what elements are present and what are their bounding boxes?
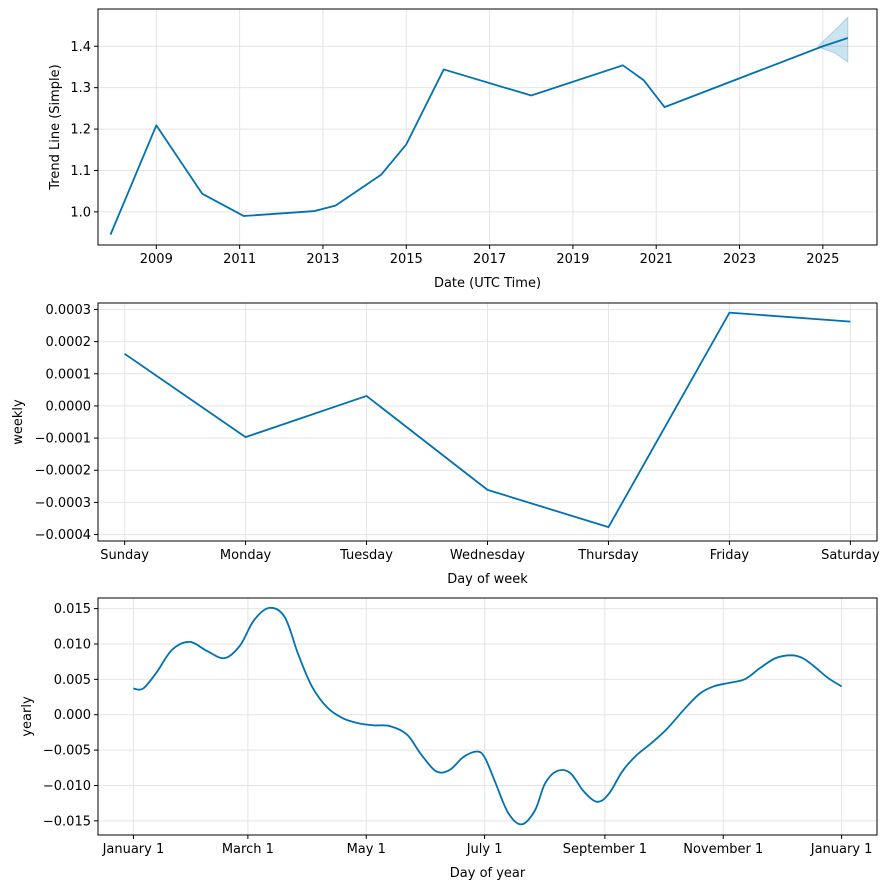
yearly-x-axis-label: Day of year <box>450 866 526 881</box>
weekly-y-tick-label: 0.0001 <box>46 367 92 382</box>
weekly-x-tick-label-saturday: Saturday <box>821 548 880 563</box>
weekly-y-tick-label: −0.0004 <box>35 528 91 543</box>
trend-y-tick-label: 1.1 <box>70 164 91 179</box>
weekly-y-tick-label: 0.0000 <box>46 399 92 414</box>
yearly-y-ticks: −0.015 −0.010 −0.005 0.000 0.005 0.010 0.015 <box>43 602 98 829</box>
trend-y-tick-label: 1.2 <box>70 123 91 138</box>
trend-y-axis-label: Trend Line (Simple) <box>48 64 63 190</box>
yearly-y-tick-label: −0.015 <box>43 814 91 829</box>
weekly-x-tick-label-friday: Friday <box>710 548 750 563</box>
weekly-y-tick-label: 0.0002 <box>46 335 92 350</box>
yearly-x-tick-label-may-1: May 1 <box>347 842 386 857</box>
trend-x-axis-label: Date (UTC Time) <box>434 276 541 291</box>
weekly-series-line <box>124 311 851 529</box>
yearly-x-tick-label-september-1: September 1 <box>563 842 647 857</box>
trend-plot-frame <box>97 8 878 246</box>
trend-y-tick-label: 1.0 <box>70 205 91 220</box>
yearly-grid <box>98 598 877 835</box>
weekly-grid <box>98 303 877 541</box>
yearly-y-tick-label: −0.010 <box>43 779 91 794</box>
weekly-y-tick-label: −0.0002 <box>35 464 91 479</box>
trend-x-tick-label-2009: 2009 <box>140 252 173 267</box>
weekly-panel: Sunday Monday Tuesday Wednesday Thursday Frid… <box>11 302 880 587</box>
trend-x-tick-label-2023: 2023 <box>723 252 756 267</box>
weekly-x-tick-label-monday: Monday <box>220 548 272 563</box>
trend-line-group <box>109 37 849 235</box>
weekly-y-tick-label: −0.0003 <box>35 496 91 511</box>
yearly-x-tick-label-march-1: March 1 <box>222 842 274 857</box>
weekly-x-tick-label-wednesday: Wednesday <box>450 548 526 563</box>
yearly-y-tick-label: 0.015 <box>54 602 91 617</box>
weekly-x-ticks: Sunday Monday Tuesday Wednesday Thursday Frid… <box>100 541 880 563</box>
weekly-x-axis-label: Day of week <box>447 572 528 587</box>
yearly-y-axis-label: yearly <box>20 696 35 737</box>
yearly-y-tick-label: 0.010 <box>54 637 91 652</box>
weekly-y-ticks: −0.0004 −0.0003 −0.0002 −0.0001 0.0000 0.0001… <box>35 303 98 543</box>
trend-panel: 2009 2011 2013 2015 2017 2019 2021 2023 2025 1.0… <box>48 8 878 291</box>
weekly-x-tick-label-thursday: Thursday <box>577 548 639 563</box>
yearly-x-tick-label-january-1: January 1 <box>102 842 165 857</box>
yearly-line-group <box>133 606 843 826</box>
trend-x-ticks: 2009 2011 2013 2015 2017 2019 2021 2023 2025 <box>140 245 839 267</box>
yearly-y-tick-label: 0.000 <box>54 708 91 723</box>
trend-grid <box>98 9 877 245</box>
yearly-x-ticks: January 1 March 1 May 1 July 1 September 1 No… <box>102 835 873 857</box>
weekly-y-axis-label: weekly <box>11 399 26 445</box>
yearly-panel: January 1 March 1 May 1 July 1 September 1 No… <box>20 597 878 881</box>
yearly-series-line <box>133 606 843 826</box>
trend-x-tick-label-2019: 2019 <box>556 252 589 267</box>
trend-y-tick-label: 1.3 <box>70 81 91 96</box>
trend-x-tick-label-2013: 2013 <box>306 252 339 267</box>
yearly-x-tick-label-november-1: November 1 <box>683 842 763 857</box>
trend-x-tick-label-2025: 2025 <box>806 252 839 267</box>
yearly-y-tick-label: −0.005 <box>43 744 91 759</box>
weekly-y-tick-label: −0.0001 <box>35 432 91 447</box>
trend-y-ticks: 1.0 1.1 1.2 1.3 1.4 <box>70 40 98 220</box>
weekly-y-tick-label: 0.0003 <box>46 303 92 318</box>
weekly-line-group <box>124 311 851 529</box>
trend-x-tick-label-2021: 2021 <box>640 252 673 267</box>
trend-x-tick-label-2011: 2011 <box>223 252 256 267</box>
trend-y-tick-label: 1.4 <box>70 40 91 55</box>
yearly-x-tick-label-july-1: July 1 <box>466 842 503 857</box>
yearly-plot-frame <box>97 597 878 836</box>
weekly-x-tick-label-sunday: Sunday <box>100 548 149 563</box>
yearly-y-tick-label: 0.005 <box>54 673 91 688</box>
trend-x-tick-label-2015: 2015 <box>390 252 423 267</box>
trend-x-tick-label-2017: 2017 <box>473 252 506 267</box>
weekly-x-tick-label-tuesday: Tuesday <box>339 548 393 563</box>
yearly-x-tick-label-january-1: January 1 <box>810 842 873 857</box>
trend-series-line <box>109 37 849 235</box>
